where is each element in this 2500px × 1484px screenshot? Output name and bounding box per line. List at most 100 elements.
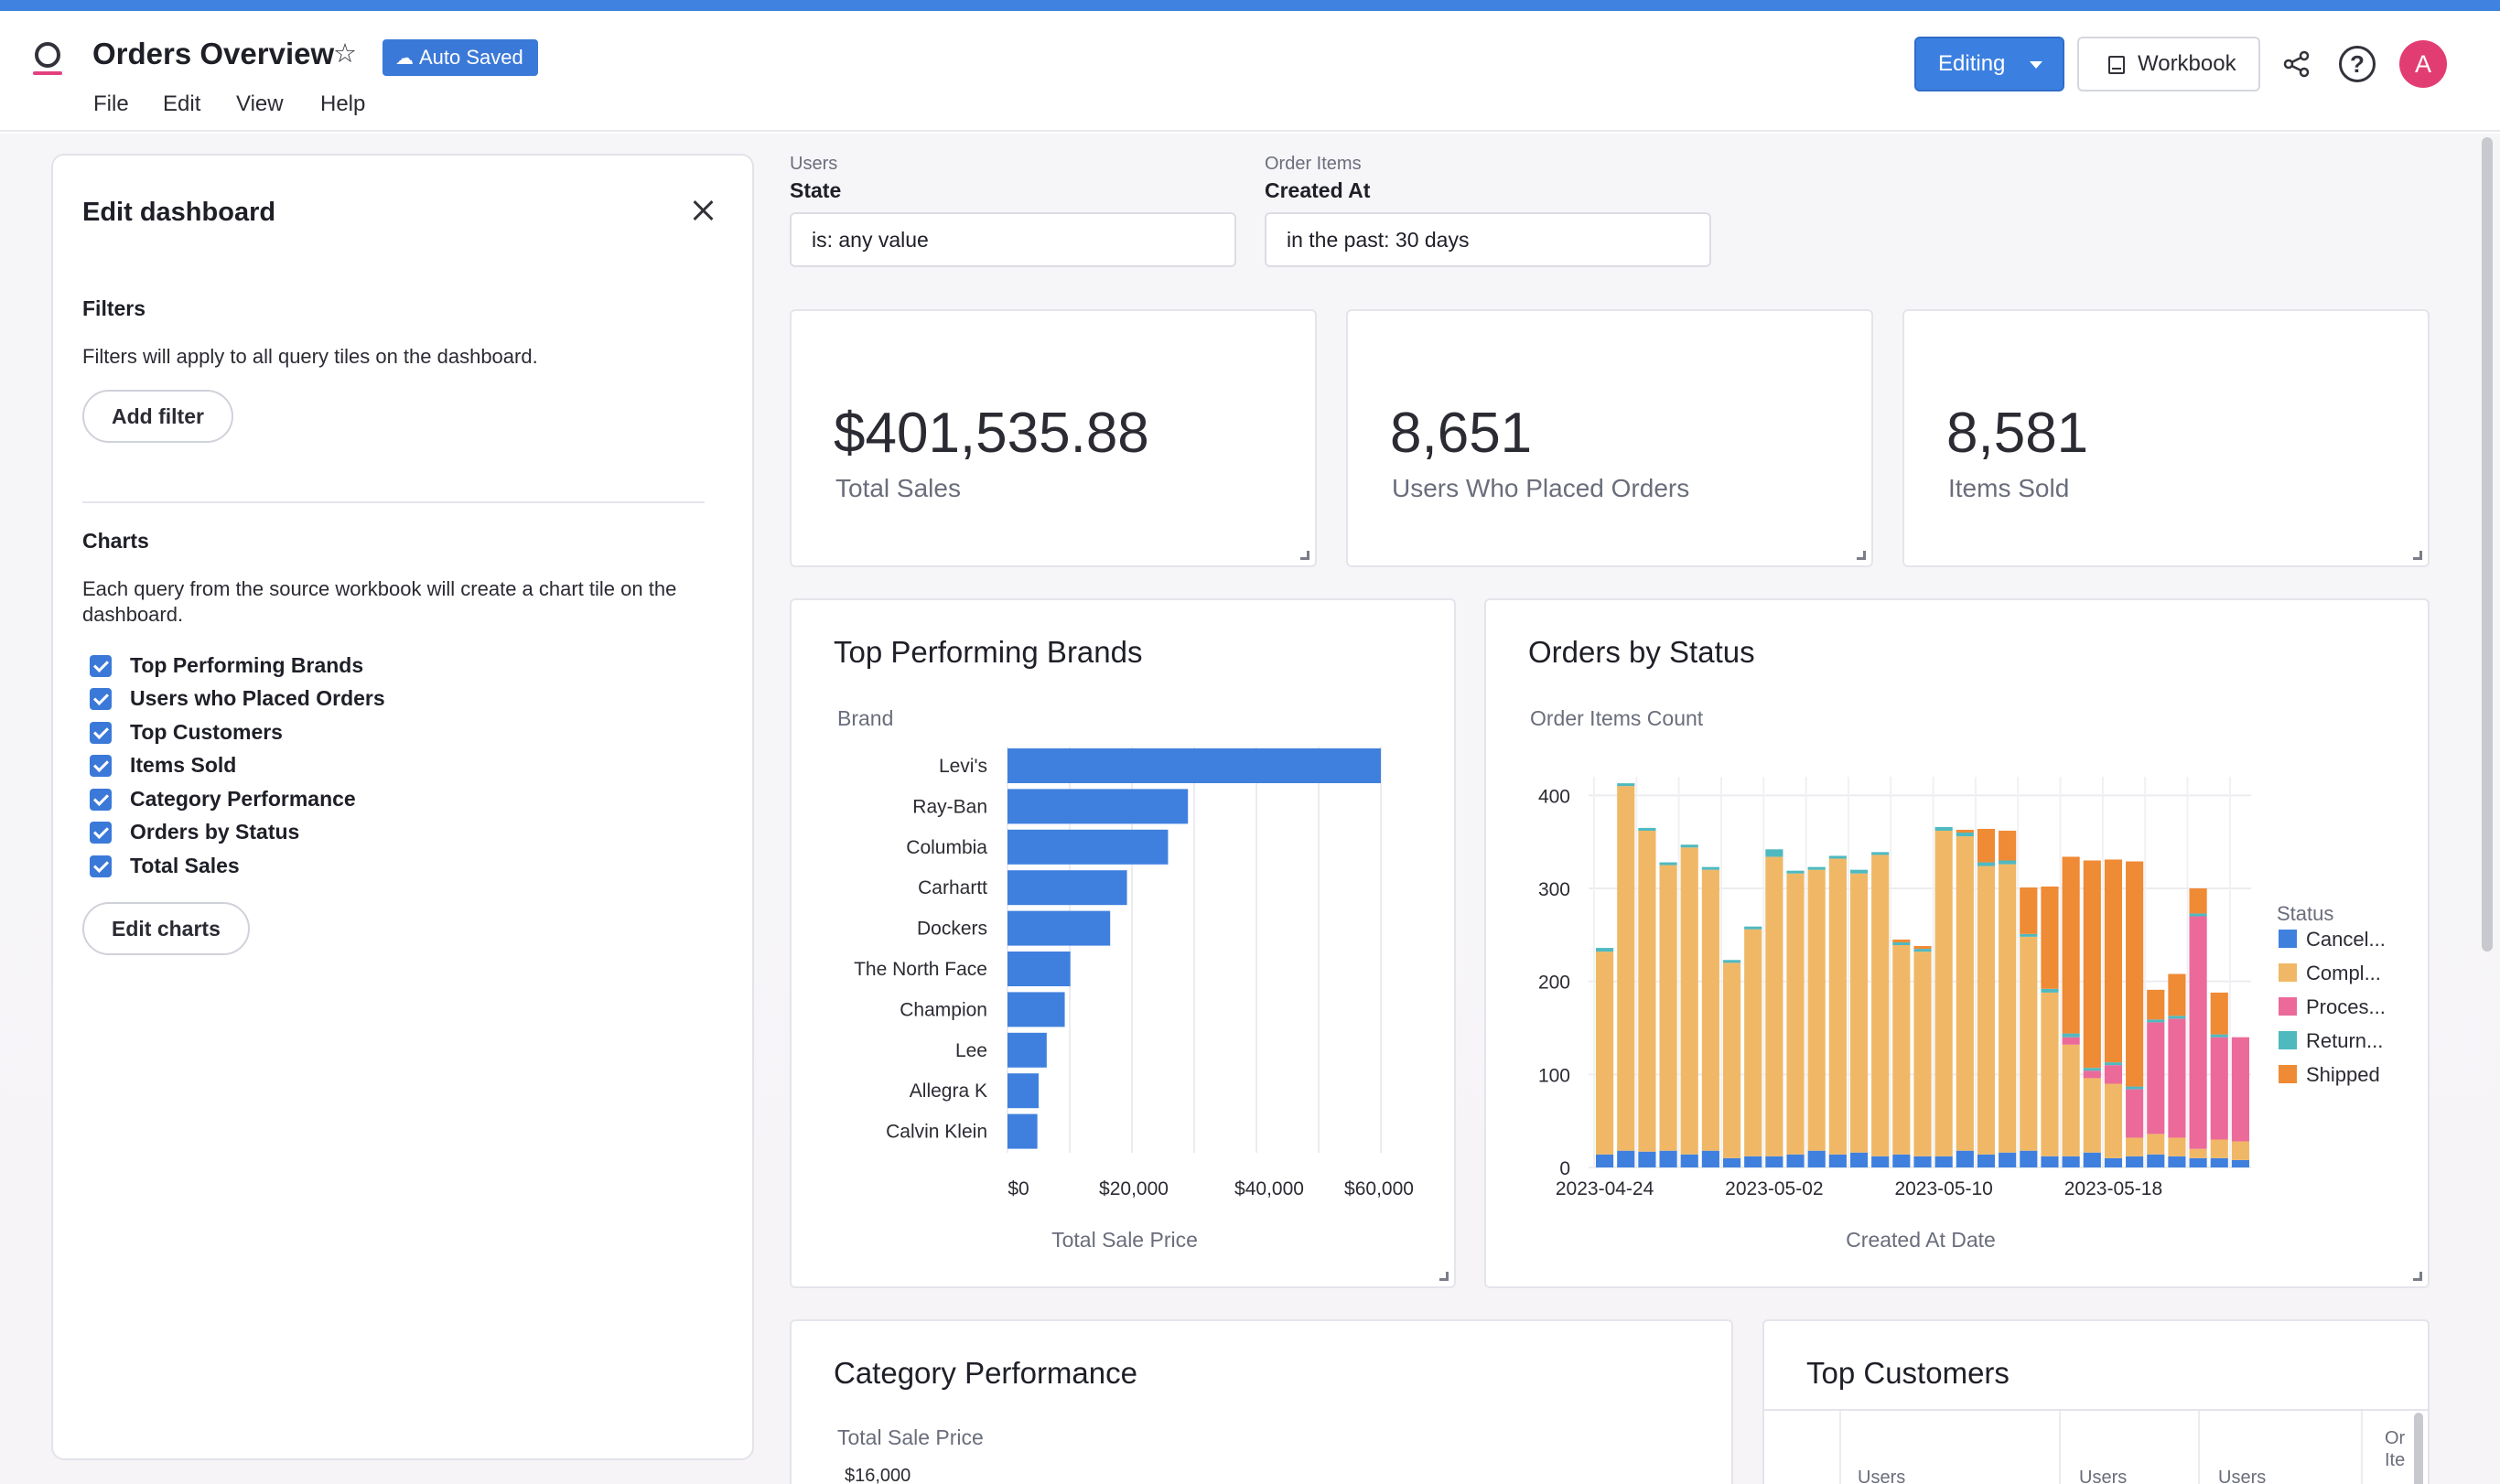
table-column-divider (2198, 1411, 2200, 1484)
chevron-down-icon (2030, 61, 2042, 69)
editing-dropdown-button[interactable]: Editing (1914, 37, 2064, 91)
bar-segment (2168, 1016, 2186, 1019)
bar-segment (1977, 1154, 1996, 1167)
chart-card-orders-by-status[interactable]: Orders by Status Order Items Count 0 100 2… (1484, 598, 2430, 1288)
checkbox-label: Total Sales (130, 854, 240, 877)
share-icon[interactable] (2282, 49, 2311, 79)
bar-segment (1722, 1157, 1741, 1167)
chart-title: Top Customers (1806, 1356, 2010, 1390)
logo-icon[interactable] (33, 42, 62, 75)
bar-segment (1913, 949, 1932, 952)
edit-charts-button[interactable]: Edit charts (82, 902, 250, 955)
book-icon (2108, 56, 2125, 74)
table-column-header[interactable]: Users (1858, 1468, 1906, 1484)
menu-help[interactable]: Help (320, 91, 366, 116)
panel-divider (82, 501, 705, 503)
checkbox-checked-icon[interactable] (90, 855, 112, 877)
bar-segment (2104, 1065, 2123, 1084)
bar-segment (1617, 1150, 1635, 1167)
bar-segment (1807, 866, 1826, 870)
table-column-header[interactable]: Users (2079, 1468, 2128, 1484)
checkbox-checked-icon[interactable] (90, 688, 112, 710)
checkbox-label: Orders by Status (130, 820, 300, 844)
table-column-header[interactable]: Users (2218, 1468, 2267, 1484)
kpi-value: 8,581 (1946, 402, 2089, 465)
legend-swatch (2279, 963, 2297, 982)
help-icon[interactable]: ? (2339, 46, 2376, 82)
bar-segment (1892, 941, 1911, 946)
bar-segment (2083, 1068, 2101, 1071)
cloud-icon: ☁ (395, 48, 414, 69)
bar-segment (1934, 830, 1953, 1156)
menu-file[interactable]: File (93, 91, 129, 116)
chart-card-category-performance[interactable]: Category Performance Total Sale Price $1… (790, 1319, 1733, 1484)
kpi-card-users-who-placed-orders[interactable]: 8,651 Users Who Placed Orders (1346, 309, 1873, 567)
resize-handle-icon[interactable] (1300, 551, 1309, 560)
checkbox-checked-icon[interactable] (90, 789, 112, 811)
category-label: Allegra K (910, 1081, 987, 1102)
table-column-divider (2059, 1411, 2061, 1484)
menu-edit[interactable]: Edit (163, 91, 201, 116)
kpi-card-total-sales[interactable]: $401,535.88 Total Sales (790, 309, 1317, 567)
status-stacked-bar-chart: 0 100 200 300 400 2023-04-24 2023-05-02 2023-05… (1538, 777, 2386, 1199)
bar-segment (2083, 1078, 2101, 1153)
brands-bar-chart: Levi's Ray-Ban Columbia Carhartt Dockers The … (854, 747, 1414, 1199)
category-label: Champion (900, 999, 987, 1020)
filter-source-users: Users (790, 154, 838, 174)
auto-saved-badge: ☁ Auto Saved (383, 39, 538, 76)
state-filter-input[interactable]: is: any value (790, 212, 1236, 267)
charts-description: Each query from the source workbook will… (82, 577, 677, 626)
kpi-value: $401,535.88 (834, 402, 1149, 465)
checkbox-checked-icon[interactable] (90, 722, 112, 744)
x-tick-label: $60,000 (1344, 1178, 1414, 1199)
app-header: Orders Overview ☆ ☁ Auto Saved File Edit … (0, 11, 2500, 132)
workbook-button[interactable]: Workbook (2077, 37, 2260, 91)
created-at-filter-input[interactable]: in the past: 30 days (1265, 212, 1711, 267)
bar-segment (1786, 873, 1805, 1155)
filters-heading: Filters (82, 296, 146, 320)
x-tick-label: 2023-05-10 (1894, 1178, 1992, 1199)
resize-handle-icon[interactable] (2413, 1272, 2422, 1281)
y-axis-title: Total Sale Price (837, 1425, 984, 1449)
star-icon[interactable]: ☆ (333, 39, 357, 69)
bar-segment (1744, 926, 1762, 930)
y-tick-label: 0 (1559, 1158, 1570, 1179)
bar-segment (1956, 829, 1974, 833)
resize-handle-icon[interactable] (2413, 551, 2422, 560)
resize-handle-icon[interactable] (1439, 1272, 1449, 1281)
bar-segment (1977, 866, 1996, 1155)
checkbox-label: Users who Placed Orders (130, 686, 385, 710)
legend-label: Shipped (2306, 1063, 2380, 1086)
add-filter-button[interactable]: Add filter (82, 390, 233, 443)
menu-view[interactable]: View (236, 91, 284, 116)
checkbox-checked-icon[interactable] (90, 655, 112, 677)
checkbox-checked-icon[interactable] (90, 755, 112, 777)
top-accent-bar (0, 0, 2500, 11)
kpi-card-items-sold[interactable]: 8,581 Items Sold (1902, 309, 2430, 567)
bar-segment (1786, 870, 1805, 874)
bar-segment (1871, 855, 1890, 1156)
resize-handle-icon[interactable] (1857, 551, 1866, 560)
page-scrollbar[interactable] (2482, 137, 2493, 952)
bar-segment (1638, 830, 1656, 1152)
close-icon[interactable] (688, 196, 717, 225)
table-column-header[interactable]: Or Ite (2385, 1428, 2406, 1470)
bar-segment (1849, 869, 1869, 874)
bar-segment (2041, 988, 2059, 993)
bar-segment (1956, 836, 1974, 1151)
table-scrollbar[interactable] (2414, 1413, 2423, 1484)
avatar[interactable]: A (2399, 40, 2447, 88)
bar-segment (2147, 1154, 2165, 1167)
legend-label: Proces... (2306, 995, 2386, 1018)
chart-card-top-customers[interactable]: Top Customers Users Users Users Or Ite (1762, 1319, 2430, 1484)
chart-card-top-performing-brands[interactable]: Top Performing Brands Brand Levi's Ray-Ba… (790, 598, 1456, 1288)
bar-segment (1596, 1154, 1614, 1167)
checkbox-checked-icon[interactable] (90, 822, 112, 844)
bar-segment (1765, 1156, 1783, 1167)
bar-segment (1617, 786, 1635, 1151)
x-tick-label: $40,000 (1234, 1178, 1304, 1199)
bar-segment (1659, 862, 1677, 866)
bar-segment (2210, 1157, 2228, 1167)
bar-segment (1999, 864, 2017, 1153)
bar-segment (2104, 1083, 2123, 1158)
